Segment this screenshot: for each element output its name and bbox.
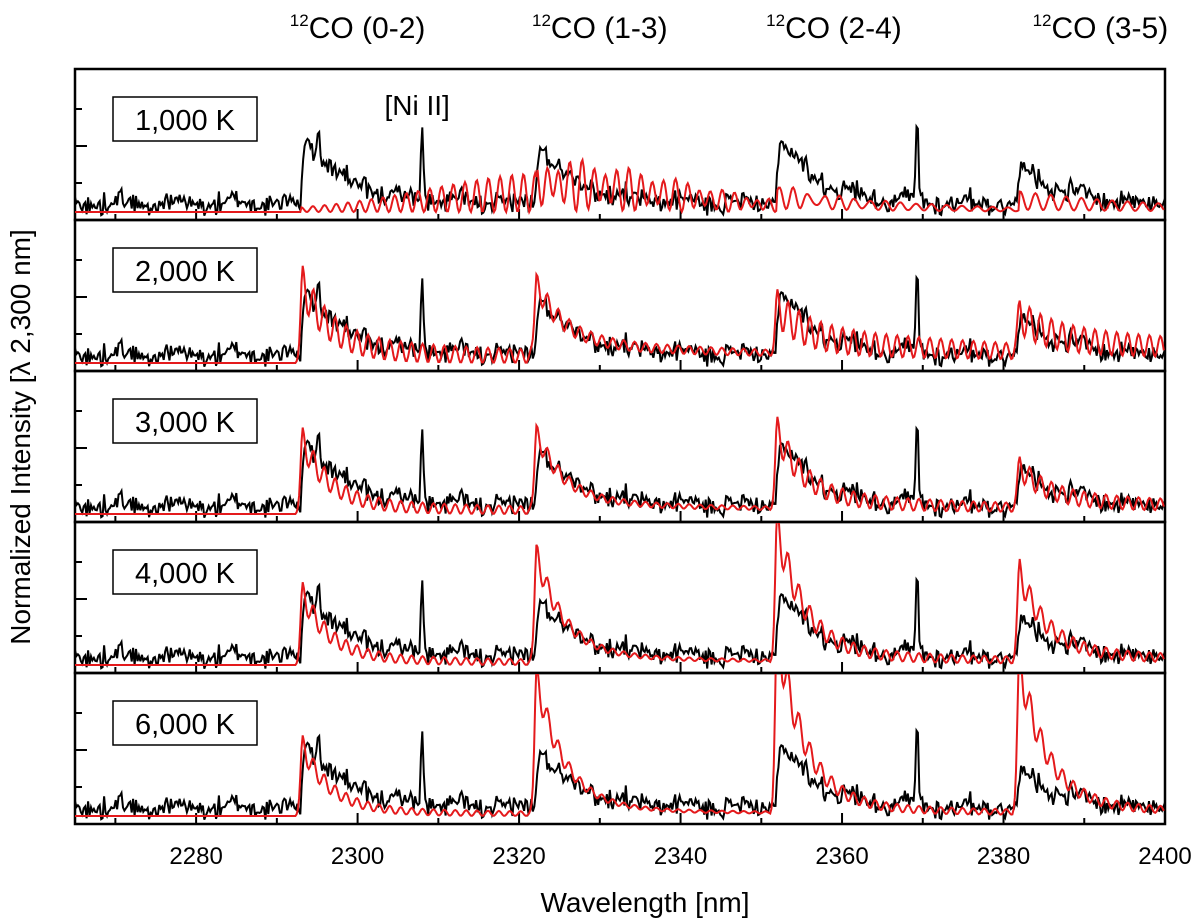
temperature-label-box (112, 96, 258, 142)
panels: 1,000 K 2,000 K 3,000 K 4,000 K 6,000 K (73, 67, 1167, 826)
co-band-label-3: 12CO (3-5) (1033, 11, 1169, 45)
temperature-label-box (112, 247, 258, 293)
model-spectrum-line (75, 156, 1165, 216)
x-axis-title: Wavelength [nm] (540, 887, 749, 918)
ni-ii-annotation: [Ni II] (385, 90, 450, 121)
temperature-label-box (112, 700, 258, 746)
model-spectrum-line (75, 523, 1165, 666)
co-band-label-0: 12CO (0-2) (290, 11, 426, 45)
x-tick-label: 2380 (977, 843, 1030, 870)
x-tick-label: 2400 (1138, 843, 1191, 870)
x-tick-label: 2360 (815, 843, 868, 870)
x-tick-label: 2300 (331, 843, 384, 870)
co-band-label-1: 12CO (1-3) (532, 11, 668, 45)
panel-frame (73, 671, 1167, 826)
model-spectrum-line (75, 416, 1165, 515)
observed-spectrum-line (75, 576, 1165, 670)
panel-1: 2,000 K (73, 218, 1167, 373)
temperature-label: 6,000 K (135, 709, 236, 741)
x-axis: 2280 2300 2320 2340 2360 2380 2400 (169, 843, 1191, 870)
co-band-label-2: 12CO (2-4) (766, 11, 902, 45)
temperature-label-box (112, 549, 258, 595)
x-tick-label: 2340 (654, 843, 707, 870)
x-tick-label: 2280 (169, 843, 222, 870)
model-spectrum-line (75, 674, 1165, 817)
co-band-labels: 12CO (0-2) 12CO (1-3) 12CO (2-4) 12CO (3-5) (290, 11, 1168, 45)
panel-3: 4,000 K (73, 520, 1167, 675)
temperature-label: 4,000 K (135, 558, 236, 590)
temperature-label-box (112, 398, 258, 444)
model-spectrum-line (75, 265, 1165, 364)
temperature-label: 3,000 K (135, 407, 236, 439)
observed-spectrum-line (75, 425, 1165, 519)
panel-0: 1,000 K (73, 67, 1167, 222)
y-axis-title: Normalized Intensity [λ 2,300 nm] (5, 229, 36, 645)
panel-4: 6,000 K (73, 671, 1167, 826)
observed-spectrum-line (75, 727, 1165, 821)
temperature-label: 1,000 K (135, 105, 236, 137)
x-tick-label: 2320 (492, 843, 545, 870)
temperature-label: 2,000 K (135, 256, 236, 288)
panel-2: 3,000 K (73, 369, 1167, 524)
